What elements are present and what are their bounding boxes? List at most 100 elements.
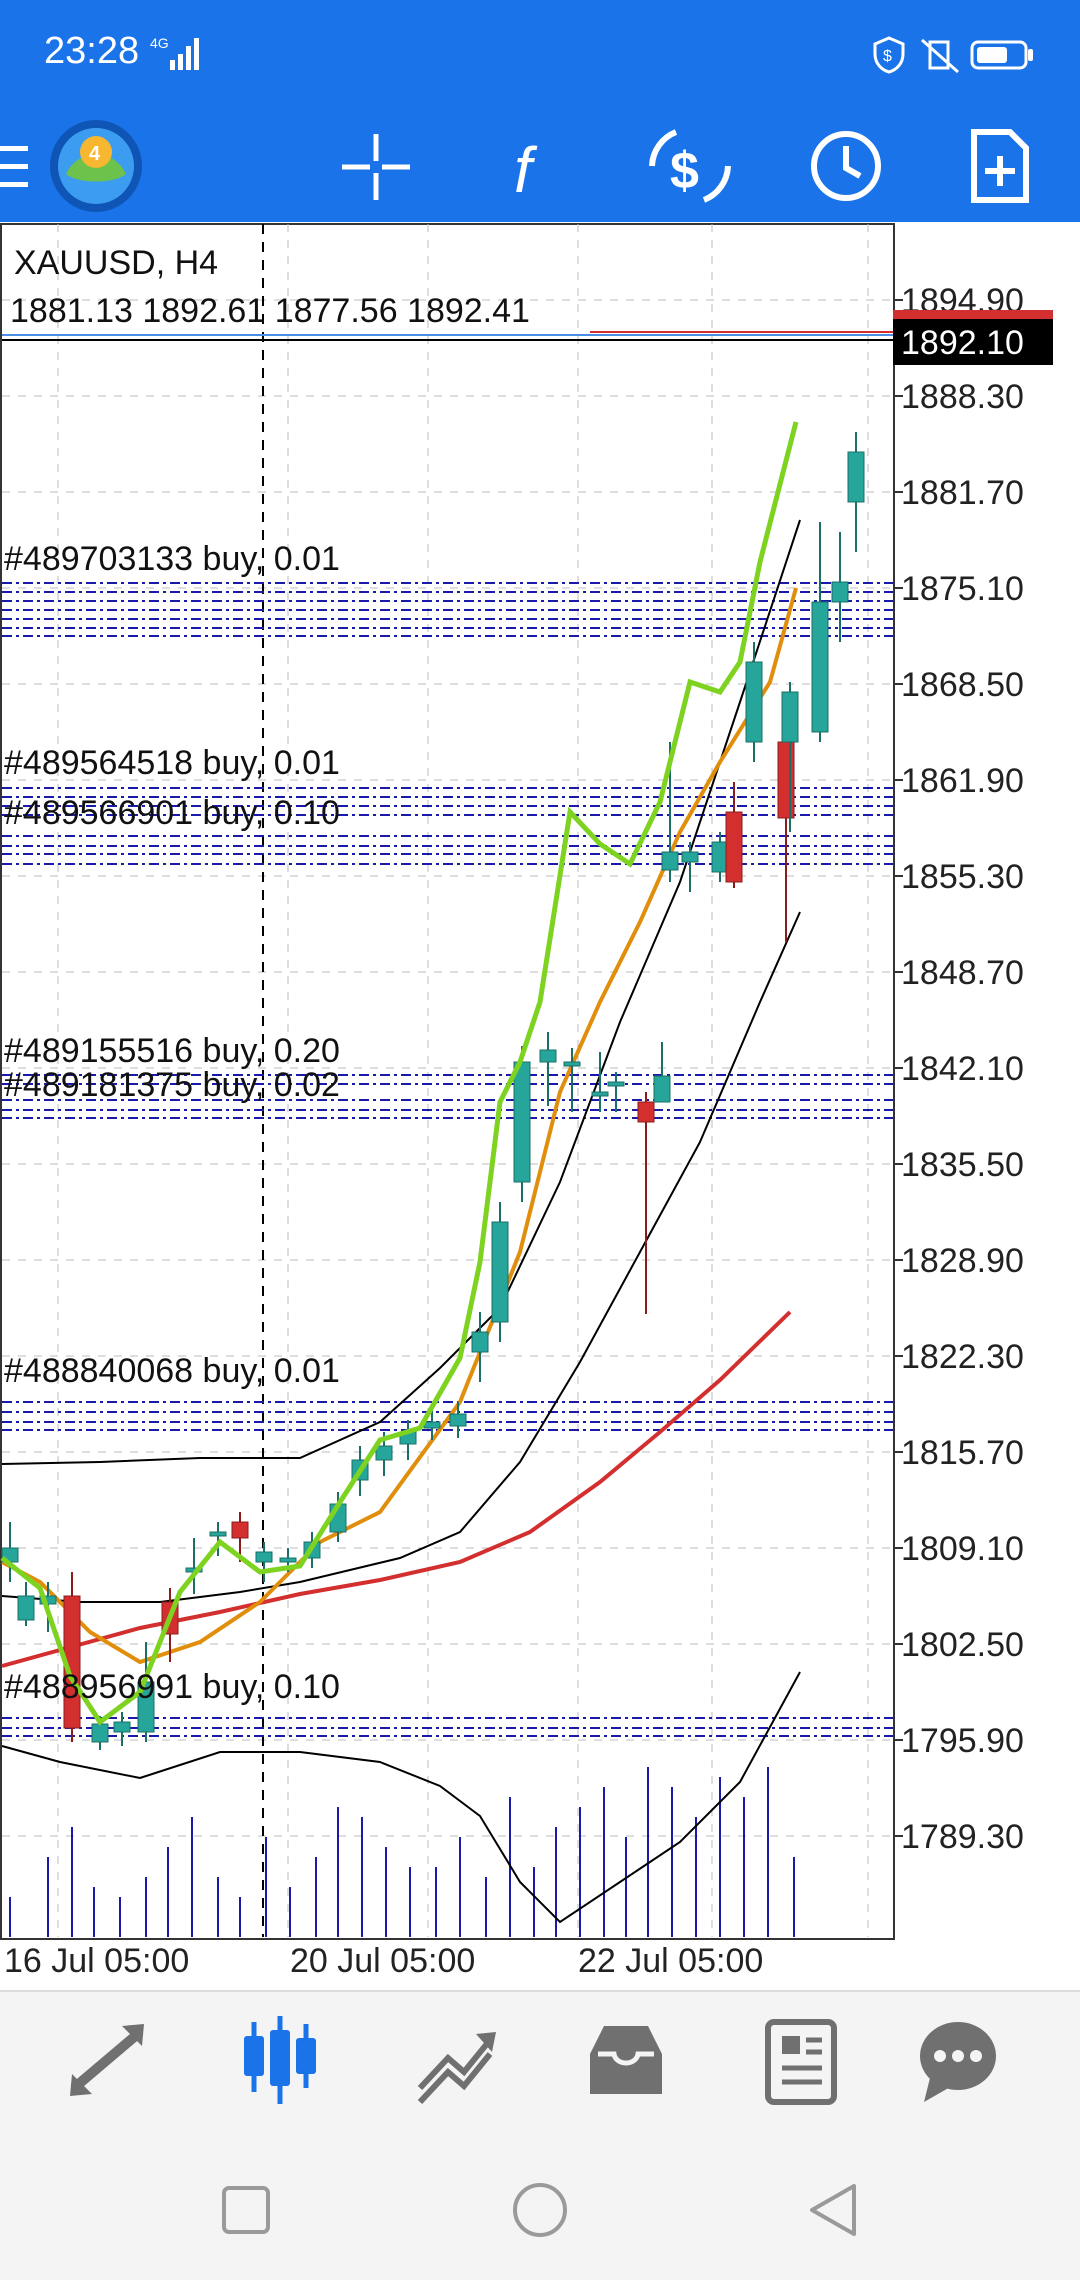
price-label: 1888.30 (901, 378, 1024, 416)
candle-body (255, 1551, 273, 1563)
circle-icon (513, 2183, 567, 2237)
price-label: 1868.50 (901, 666, 1024, 704)
metatrader-logo-icon: 4 (50, 120, 142, 212)
price-label: 1815.70 (901, 1434, 1024, 1472)
current-price-box (893, 319, 1053, 365)
chat-tab[interactable] (888, 1992, 1028, 2132)
price-label: 1861.90 (901, 762, 1024, 800)
candle-body (725, 811, 743, 883)
upper-band-line (1, 519, 801, 1465)
history-tab[interactable] (556, 1992, 696, 2132)
newspaper-icon (765, 2019, 837, 2105)
current-price-label: 1892.10 (901, 324, 1024, 362)
candle-body (781, 691, 799, 743)
chat-bubble-icon (920, 2022, 996, 2102)
app-logo[interactable]: 4 (48, 118, 144, 214)
candlestick-icon (244, 2016, 316, 2104)
price-label: 1855.30 (901, 858, 1024, 896)
price-label: 1848.70 (901, 954, 1024, 992)
candle-body (513, 1061, 531, 1183)
ohlc-label: 1881.13 1892.61 1877.56 1892.41 (10, 292, 530, 330)
function-icon: f (514, 134, 538, 206)
candle-body (607, 1081, 625, 1087)
document-plus-icon (971, 129, 1029, 203)
candle-body (653, 1075, 671, 1103)
date-label: 20 Jul 05:00 (290, 1942, 475, 1980)
trade-tab[interactable] (386, 1992, 526, 2132)
candle-body (847, 451, 865, 503)
chart-canvas[interactable]: 1894.901888.301881.701875.101868.501861.… (0, 222, 1080, 1990)
candles (0, 421, 865, 1750)
candle-body (449, 1413, 467, 1427)
candle-body (831, 581, 849, 603)
order-label: #489703133 buy, 0.01 (4, 540, 340, 578)
chart-tab[interactable] (210, 1992, 350, 2132)
candle-body (811, 601, 829, 733)
price-label: 1809.10 (901, 1530, 1024, 1568)
candle-body (661, 851, 679, 871)
candle-body (637, 1101, 655, 1123)
shield-icon: $ (873, 36, 905, 74)
home-button[interactable] (490, 2160, 590, 2260)
svg-text:4G: 4G (150, 35, 169, 51)
middle-band-line (1, 911, 801, 1603)
menu-icon[interactable] (0, 142, 30, 192)
candle-body (681, 851, 699, 863)
clock-icon (811, 131, 881, 201)
order-label: #489155516 buy, 0.20 (4, 1032, 340, 1070)
price-label: 1795.90 (901, 1722, 1024, 1760)
date-label: 22 Jul 05:00 (578, 1942, 763, 1980)
order-label: #488840068 buy, 0.01 (4, 1352, 340, 1390)
status-time: 23:28 (44, 30, 140, 72)
price-label: 1789.30 (901, 1818, 1024, 1856)
alert-price-marker (893, 310, 1053, 320)
order-label: #489181375 buy, 0.02 (4, 1066, 340, 1104)
mid-ma-line (1, 587, 798, 1665)
date-label: 16 Jul 05:00 (4, 1942, 189, 1980)
svg-text:$: $ (883, 48, 892, 65)
dollar-exchange-icon: $ (649, 129, 731, 203)
candle-body (539, 1049, 557, 1063)
status-bar: 23:28 4G $ (0, 0, 1080, 110)
candle-body (91, 1723, 109, 1743)
order-label: #488956991 buy, 0.10 (4, 1668, 340, 1706)
triangle-back-icon (810, 2184, 856, 2236)
indicators-button[interactable]: f (478, 110, 590, 222)
timeframe-button[interactable] (790, 110, 902, 222)
price-label: 1881.70 (901, 474, 1024, 512)
candle-body (563, 1061, 581, 1067)
candle-body (231, 1521, 249, 1539)
crosshair-icon (342, 134, 410, 200)
order-label: #489564518 buy, 0.01 (4, 744, 340, 782)
system-navigation (0, 2130, 1080, 2280)
new-order-button[interactable] (944, 110, 1056, 222)
fast-ma-line (0, 421, 799, 1726)
candle-body (113, 1721, 131, 1733)
crosshair-button[interactable] (320, 110, 432, 222)
candle-body (279, 1557, 297, 1563)
quotes-tab[interactable] (40, 1992, 180, 2132)
slow-ma-line (1, 1310, 792, 1668)
order-label: #489566901 buy, 0.10 (4, 794, 340, 832)
svg-text:4: 4 (89, 143, 101, 165)
price-label: 1822.30 (901, 1338, 1024, 1376)
inbox-icon (590, 2026, 662, 2094)
volume-bars (9, 1767, 795, 1937)
candle-body (591, 1091, 609, 1097)
price-label: 1842.10 (901, 1050, 1024, 1088)
price-label: 1828.90 (901, 1242, 1024, 1280)
recents-button[interactable] (196, 2160, 296, 2260)
price-chart[interactable]: 1894.90 1888.30 1881.70 1875.10 1868.50 1861.… (0, 222, 1080, 1990)
bottom-navigation (0, 1990, 1080, 2132)
svg-text:f: f (514, 134, 538, 206)
back-button[interactable] (782, 2160, 882, 2260)
vibrate-mute-icon (921, 38, 959, 74)
candle-body (209, 1531, 227, 1537)
symbol-button[interactable]: $ (634, 110, 746, 222)
news-tab[interactable] (730, 1992, 870, 2132)
price-label: 1835.50 (901, 1146, 1024, 1184)
candle-body (491, 1221, 509, 1323)
toolbar: 4 f $ (0, 110, 1080, 222)
candle-body (375, 1445, 393, 1461)
symbol-label: XAUUSD, H4 (14, 244, 218, 282)
